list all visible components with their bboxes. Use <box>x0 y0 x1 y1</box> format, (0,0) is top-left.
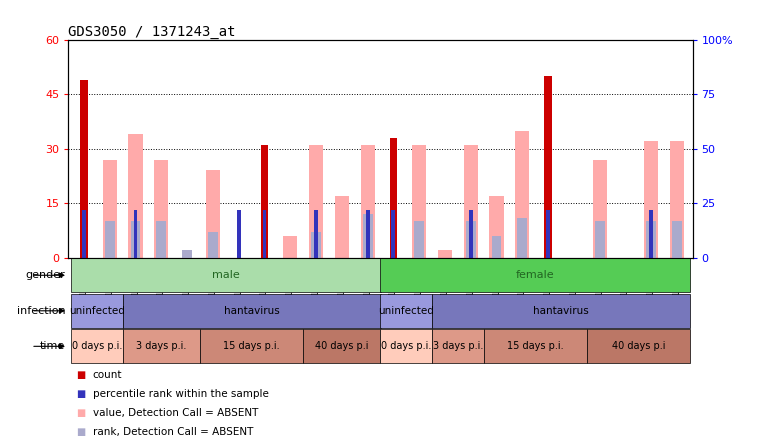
Bar <box>517 218 527 258</box>
Bar <box>263 210 266 258</box>
Text: ■: ■ <box>76 389 85 399</box>
Bar <box>103 160 117 258</box>
Bar <box>432 329 484 363</box>
Bar <box>515 131 530 258</box>
Bar <box>593 160 607 258</box>
Bar <box>82 210 86 258</box>
Bar <box>363 214 372 258</box>
Text: female: female <box>516 270 555 280</box>
Bar <box>484 329 587 363</box>
Text: 40 days p.i: 40 days p.i <box>315 341 368 351</box>
Bar <box>412 145 426 258</box>
Bar <box>237 210 240 258</box>
Text: ■: ■ <box>76 370 85 380</box>
Bar <box>311 232 321 258</box>
Bar <box>644 142 658 258</box>
Bar <box>414 221 424 258</box>
Bar <box>80 80 88 258</box>
Bar <box>380 258 690 292</box>
Bar <box>129 134 142 258</box>
Text: 0 days p.i.: 0 days p.i. <box>381 341 431 351</box>
Text: value, Detection Call = ABSENT: value, Detection Call = ABSENT <box>93 408 258 418</box>
Text: time: time <box>40 341 65 351</box>
Bar <box>335 196 349 258</box>
Text: male: male <box>212 270 240 280</box>
Text: infection: infection <box>17 306 65 316</box>
Bar <box>546 210 550 258</box>
Text: uninfected: uninfected <box>378 306 435 316</box>
Bar <box>391 210 395 258</box>
Bar <box>182 250 192 258</box>
Text: gender: gender <box>26 270 65 280</box>
Bar <box>283 236 298 258</box>
Bar <box>646 221 656 258</box>
Bar <box>390 138 397 258</box>
Text: 15 days p.i.: 15 days p.i. <box>507 341 564 351</box>
Bar <box>380 294 432 328</box>
Bar <box>380 329 432 363</box>
Text: 0 days p.i.: 0 days p.i. <box>72 341 122 351</box>
Bar <box>71 329 123 363</box>
Bar <box>309 145 323 258</box>
Bar <box>200 329 303 363</box>
Bar <box>489 196 504 258</box>
Bar <box>123 329 200 363</box>
Bar <box>466 221 476 258</box>
Bar <box>469 210 473 258</box>
Text: rank, Detection Call = ABSENT: rank, Detection Call = ABSENT <box>93 428 253 437</box>
Bar <box>595 221 604 258</box>
Text: percentile rank within the sample: percentile rank within the sample <box>93 389 269 399</box>
Text: 3 days p.i.: 3 days p.i. <box>433 341 483 351</box>
Bar <box>154 160 168 258</box>
Bar <box>303 329 380 363</box>
Bar <box>649 210 653 258</box>
Bar <box>131 221 141 258</box>
Text: 15 days p.i.: 15 days p.i. <box>223 341 280 351</box>
Bar <box>157 221 166 258</box>
Bar <box>670 142 684 258</box>
Text: count: count <box>93 370 123 380</box>
Bar <box>432 294 690 328</box>
Bar <box>361 145 374 258</box>
Bar <box>587 329 690 363</box>
Text: uninfected: uninfected <box>69 306 125 316</box>
Bar <box>438 250 452 258</box>
Bar <box>71 258 380 292</box>
Text: 40 days p.i: 40 days p.i <box>612 341 665 351</box>
Bar <box>208 232 218 258</box>
Text: hantavirus: hantavirus <box>224 306 279 316</box>
Bar <box>134 210 138 258</box>
Text: hantavirus: hantavirus <box>533 306 589 316</box>
Bar <box>105 221 115 258</box>
Bar <box>123 294 380 328</box>
Text: ■: ■ <box>76 428 85 437</box>
Bar <box>366 210 370 258</box>
Bar <box>260 145 269 258</box>
Bar <box>314 210 318 258</box>
Text: GDS3050 / 1371243_at: GDS3050 / 1371243_at <box>68 25 236 39</box>
Bar <box>672 221 682 258</box>
Bar <box>492 236 501 258</box>
Bar <box>544 76 552 258</box>
Bar <box>463 145 478 258</box>
Bar <box>205 170 220 258</box>
Text: ■: ■ <box>76 408 85 418</box>
Text: 3 days p.i.: 3 days p.i. <box>136 341 186 351</box>
Bar <box>71 294 123 328</box>
